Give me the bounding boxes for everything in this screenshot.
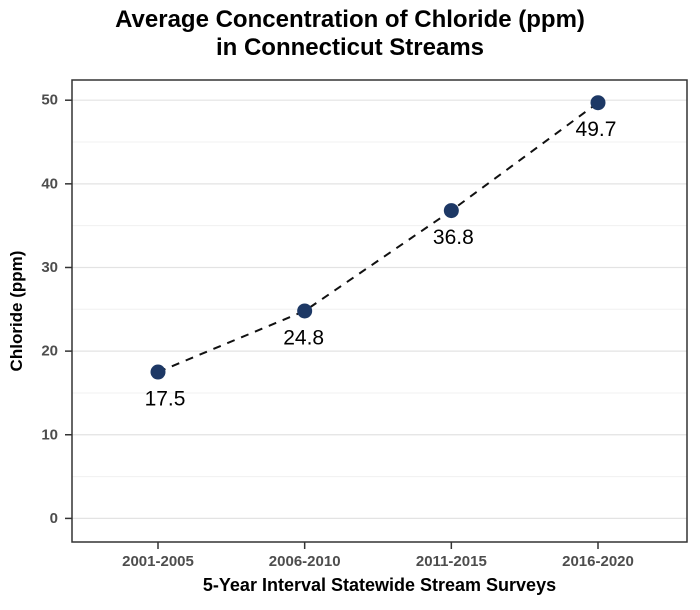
data-point	[297, 303, 313, 319]
panel-border	[71, 79, 688, 543]
y-tick-label: 50	[41, 92, 58, 109]
chart-title: Average Concentration of Chloride (ppm) …	[115, 6, 585, 61]
x-tick-label: 2001-2005	[122, 553, 194, 570]
data-point-label: 17.5	[145, 388, 186, 411]
x-axis-title: 5-Year Interval Statewide Stream Surveys	[202, 575, 557, 595]
y-tick-label: 20	[41, 343, 58, 360]
y-tick-label: 30	[41, 259, 58, 276]
data-point-label: 36.8	[433, 226, 474, 249]
y-tick-label: 0	[50, 510, 58, 527]
data-point-label: 24.8	[283, 326, 324, 349]
y-tick-label: 40	[41, 175, 58, 192]
data-point	[150, 364, 166, 380]
x-tick-label: 2006-2010	[269, 553, 341, 570]
x-tick-label: 2016-2020	[562, 553, 634, 570]
data-point-label: 49.7	[576, 118, 617, 141]
y-tick-label: 10	[41, 426, 58, 443]
y-axis-title: Chloride (ppm)	[7, 250, 26, 372]
data-point	[590, 95, 606, 111]
x-tick-label: 2011-2015	[416, 553, 487, 570]
data-point	[443, 203, 459, 219]
series-line	[157, 101, 599, 373]
